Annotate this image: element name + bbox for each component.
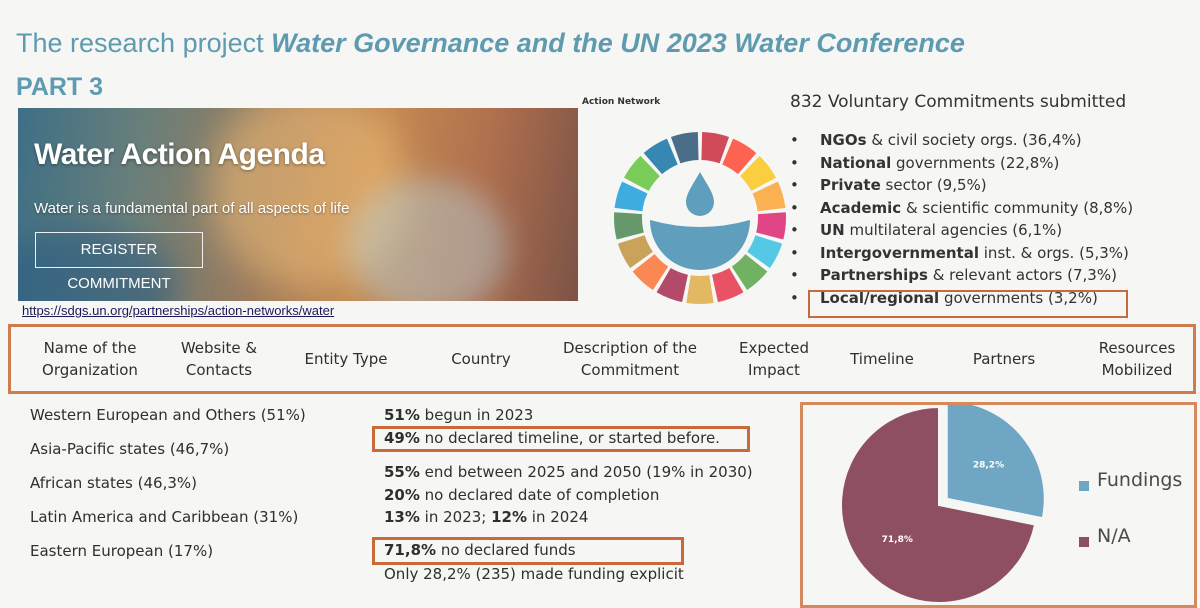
wheel-segment [643,138,678,175]
region-stat: Asia-Pacific states (46,7%) [30,440,230,458]
funding-pie-chart: 28,2% 71,8% Fundings N/A [800,402,1197,608]
sdg-wheel-logo [614,132,786,304]
timeline-stat: 49% no declared timeline, or started bef… [384,429,720,447]
legend-swatch-fundings [1079,481,1089,491]
wheel-segment [656,268,688,303]
column-header: Resources Mobilized [1098,339,1176,379]
page-title: The research project Water Governance an… [16,28,965,58]
wheel-segment [614,212,644,240]
commitment-fields-bar: Name of the Organization Website & Conta… [8,324,1196,394]
wheel-segment [747,235,783,269]
wheel-segment [686,275,714,304]
commitments-list: • NGOs & civil society orgs. (36,4%) • Nat… [790,131,1133,311]
wheel-segment [623,155,660,191]
funding-stat: Only 28,2% (235) made funding explicit [384,565,684,583]
wheel-segment [740,155,777,191]
water-action-agenda-banner: Water Action Agenda Water is a fundament… [18,108,578,301]
wheel-segment [614,181,648,212]
region-stat: Latin America and Caribbean (31%) [30,508,299,526]
column-header: Website & Contacts [180,339,258,379]
wheel-segment [756,212,786,240]
region-stat: Eastern European (17%) [30,542,214,560]
pie-canvas: 28,2% 71,8% [840,405,1046,604]
list-item: • UN multilateral agencies (6,1%) [790,221,1063,239]
column-header: Expected Impact [739,339,809,379]
list-item: • Intergovernmental inst. & orgs. (5,3%) [790,243,1129,262]
column-header: Timeline [850,350,914,368]
wheel-segment [752,181,786,212]
list-item: • Local/regional governments (3,2%) [790,288,1098,307]
wheel-segment [701,132,730,164]
no-timeline-highlight [372,426,750,452]
banner-subtitle: Water is a fundamental part of all aspec… [34,200,350,217]
timeline-stat: 20% no declared date of completion [384,486,660,504]
legend-swatch-na [1079,537,1089,547]
part-label: PART 3 [16,73,104,101]
list-item: • Academic & scientific community (8,8%) [790,198,1134,217]
pie-data-label: 28,2% [973,461,1004,471]
list-item: • NGOs & civil society orgs. (36,4%) [790,131,1082,149]
wheel-segment [617,235,653,269]
commitments-header: 832 Voluntary Commitments submitted [790,92,1127,112]
action-network-label: Action Network [582,97,661,107]
pie-slice-fundings [945,405,1046,520]
no-funds-highlight [372,537,684,565]
funding-stat: 71,8% no declared funds [384,541,576,559]
wheel-segment [712,268,744,303]
pie-slice-n-a [840,405,1037,604]
legend-label-fundings: Fundings [1097,469,1183,491]
action-network-link[interactable]: https://sdgs.un.org/partnerships/action-… [22,303,335,318]
wheel-segment [722,138,757,175]
pie-data-label: 71,8% [882,535,913,545]
region-stat: Western European and Others (51%) [30,406,306,424]
list-item: • Partnerships & relevant actors (7,3%) [790,266,1117,284]
wheel-segment [670,132,699,164]
column-header: Country [451,350,511,368]
timeline-stat: 13% in 2023; 12% in 2024 [384,508,589,526]
region-stat: African states (46,3%) [30,474,198,492]
list-item: • Private sector (9,5%) [790,176,987,194]
column-header: Entity Type [304,350,388,368]
wheel-segment [632,254,669,290]
local-governments-highlight [808,290,1128,318]
list-item: • National governments (22,8%) [790,153,1060,172]
column-header: Partners [972,350,1036,368]
banner-title: Water Action Agenda [34,138,325,171]
wheel-segment [731,254,768,290]
timeline-stat: 51% begun in 2023 [384,406,534,424]
register-commitment-button[interactable]: REGISTER COMMITMENT [35,232,203,292]
column-header: Name of the Organization [42,339,138,379]
legend-label-na: N/A [1097,525,1131,547]
column-header: Description of the Commitment [562,339,698,379]
timeline-stat: 55% end between 2025 and 2050 (19% in 20… [384,463,753,481]
